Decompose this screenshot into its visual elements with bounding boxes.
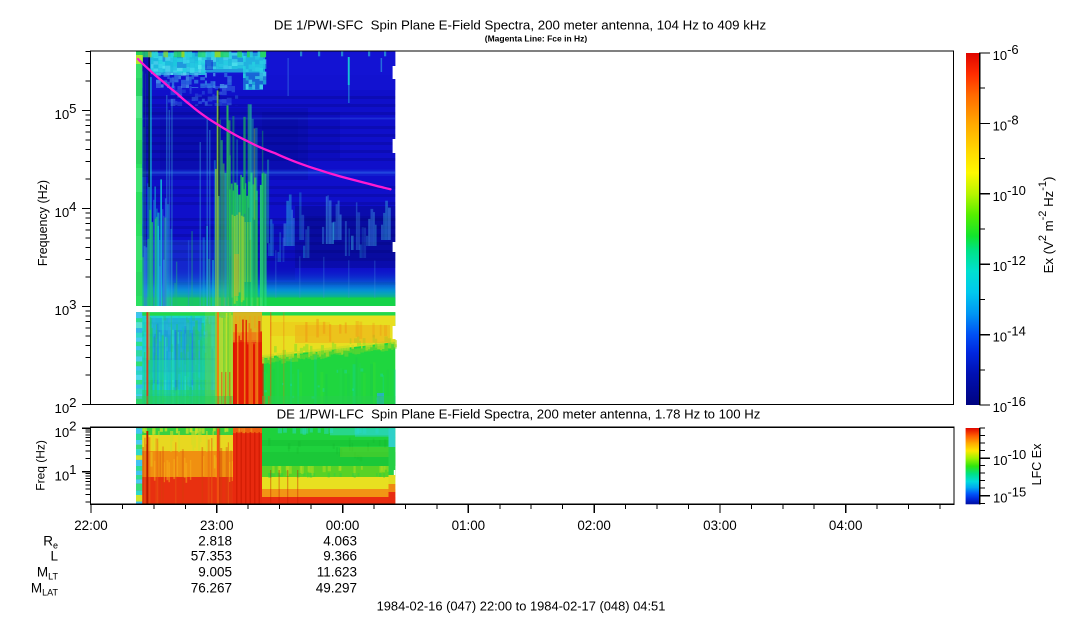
svg-text:57.353: 57.353: [191, 549, 232, 564]
svg-text:DE 1/PWI-SFC Spin Plane E-Fie: DE 1/PWI-SFC Spin Plane E-Field Spectra,…: [274, 18, 766, 33]
svg-text:MLT: MLT: [37, 565, 59, 582]
svg-text:4.063: 4.063: [323, 534, 357, 549]
svg-text:03:00: 03:00: [703, 518, 737, 533]
svg-text:102: 102: [54, 419, 76, 440]
svg-text:01:00: 01:00: [452, 518, 486, 533]
svg-text:9.366: 9.366: [323, 549, 357, 564]
svg-text:10-16: 10-16: [993, 394, 1026, 415]
svg-text:101: 101: [54, 462, 76, 483]
svg-text:Freq (Hz): Freq (Hz): [34, 440, 48, 491]
svg-text:23:00: 23:00: [200, 518, 234, 533]
svg-text:L: L: [50, 549, 58, 564]
svg-text:10-8: 10-8: [993, 112, 1019, 133]
svg-text:10-14: 10-14: [993, 324, 1026, 345]
svg-text:2.818: 2.818: [198, 534, 232, 549]
svg-text:10-15: 10-15: [993, 485, 1026, 506]
svg-text:10-10: 10-10: [993, 447, 1026, 468]
svg-text:1984-02-16 (047) 22:00 to 1984: 1984-02-16 (047) 22:00 to 1984-02-17 (04…: [377, 599, 666, 614]
svg-text:10-10: 10-10: [993, 183, 1026, 204]
svg-text:105: 105: [54, 101, 76, 122]
svg-text:02:00: 02:00: [577, 518, 611, 533]
svg-text:76.267: 76.267: [191, 581, 232, 596]
svg-text:04:00: 04:00: [829, 518, 863, 533]
svg-text:10-6: 10-6: [993, 42, 1019, 63]
svg-text:104: 104: [54, 199, 76, 220]
svg-text:102: 102: [54, 395, 76, 416]
svg-text:9.005: 9.005: [198, 565, 232, 580]
svg-text:10-12: 10-12: [993, 253, 1026, 274]
svg-text:103: 103: [54, 297, 76, 318]
svg-text:Frequency (Hz): Frequency (Hz): [36, 180, 50, 266]
svg-text:22:00: 22:00: [74, 518, 108, 533]
svg-text:11.623: 11.623: [317, 565, 357, 580]
svg-text:Ex (V2 m-2 Hz-1): Ex (V2 m-2 Hz-1): [1037, 177, 1056, 274]
svg-text:00:00: 00:00: [326, 518, 360, 533]
svg-text:MLAT: MLAT: [31, 581, 59, 598]
svg-text:LFC Ex: LFC Ex: [1030, 443, 1044, 485]
svg-text:(Magenta Line: Fce in Hz): (Magenta Line: Fce in Hz): [485, 33, 588, 43]
svg-text:DE 1/PWI-LFC Spin Plane E-Fie: DE 1/PWI-LFC Spin Plane E-Field Spectra,…: [277, 406, 761, 421]
svg-text:49.297: 49.297: [316, 581, 357, 596]
